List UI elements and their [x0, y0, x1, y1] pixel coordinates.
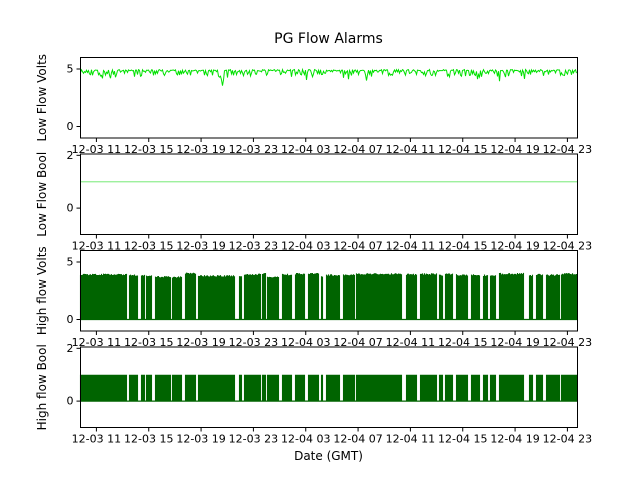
low-flow-volts-xtick-label: 12-03 11 [72, 143, 121, 156]
high-flow-volts-xtick-label: 12-03 11 [72, 336, 121, 349]
low-flow-bool-xtick-label: 12-03 15 [124, 240, 173, 253]
high-flow-bool-xtick-label: 12-03 23 [229, 433, 278, 446]
high-flow-volts-xtick-label: 12-04 11 [386, 336, 435, 349]
high-flow-bool-xtick-label: 12-04 15 [438, 433, 487, 446]
low-flow-bool-xtick-label: 12-03 23 [229, 240, 278, 253]
low-flow-bool-xtick-label: 12-04 07 [333, 240, 382, 253]
low-flow-volts-xtick-label: 12-03 23 [229, 143, 278, 156]
high-flow-volts-xtick-label: 12-03 19 [176, 336, 225, 349]
high-flow-volts-xtick-label: 12-04 07 [333, 336, 382, 349]
low-flow-volts-xtick-label: 12-04 19 [490, 143, 539, 156]
low-flow-volts-xtick-label: 12-04 15 [438, 143, 487, 156]
high-flow-bool-xtick-label: 12-03 11 [72, 433, 121, 446]
high-flow-bool-series [79, 374, 578, 402]
low-flow-volts-xtick-label: 12-03 15 [124, 143, 173, 156]
low-flow-bool-ytick-label: 2 [67, 149, 74, 162]
low-flow-bool-xtick-label: 12-03 11 [72, 240, 121, 253]
chart-title: PG Flow Alarms [274, 31, 383, 47]
low-flow-bool-xtick-label: 12-03 19 [176, 240, 225, 253]
high-flow-bool-xtick-label: 12-04 19 [490, 433, 539, 446]
low-flow-volts-ytick-label: 5 [67, 63, 74, 76]
high-flow-bool-ytick-label: 0 [67, 395, 74, 408]
low-flow-volts-xtick-label: 12-04 07 [333, 143, 382, 156]
high-flow-volts-series [79, 272, 578, 320]
high-flow-volts-xtick-label: 12-04 23 [543, 336, 592, 349]
high-flow-bool-xtick-label: 12-04 03 [281, 433, 330, 446]
high-flow-volts-xtick-label: 12-03 15 [124, 336, 173, 349]
low-flow-bool-xtick-label: 12-04 23 [543, 240, 592, 253]
low-flow-bool-xtick-label: 12-04 11 [386, 240, 435, 253]
high-flow-volts-xtick-label: 12-04 19 [490, 336, 539, 349]
low-flow-bool-xtick-label: 12-04 15 [438, 240, 487, 253]
low-flow-volts-ytick-label: 0 [67, 120, 74, 133]
high-flow-volts-ylabel: High flow Volts [35, 246, 49, 335]
subplot-low-flow-volts-frame [80, 57, 578, 139]
subplot-high-flow-bool-frame [80, 346, 578, 428]
high-flow-bool-xtick-label: 12-04 07 [333, 433, 382, 446]
low-flow-bool-ytick-label: 0 [67, 202, 74, 215]
high-flow-bool-ylabel: High flow Bool [35, 344, 49, 430]
low-flow-bool-ylabel: Low Flow Bool [35, 152, 49, 237]
high-flow-volts-xtick-label: 12-04 03 [281, 336, 330, 349]
x-axis-label: Date (GMT) [294, 449, 363, 463]
low-flow-volts-ylabel: Low Flow Volts [35, 54, 49, 142]
subplot-low-flow-bool-frame [80, 153, 578, 235]
high-flow-bool-xtick-label: 12-04 23 [543, 433, 592, 446]
high-flow-bool-xtick-label: 12-04 11 [386, 433, 435, 446]
high-flow-volts-xtick-label: 12-04 15 [438, 336, 487, 349]
low-flow-bool-xtick-label: 12-04 19 [490, 240, 539, 253]
subplot-high-flow-volts-frame [80, 250, 578, 332]
high-flow-volts-ytick-label: 5 [67, 256, 74, 269]
low-flow-volts-series [80, 67, 577, 86]
low-flow-volts-xtick-label: 12-04 03 [281, 143, 330, 156]
low-flow-bool-xtick-label: 12-04 03 [281, 240, 330, 253]
low-flow-volts-xtick-label: 12-03 19 [176, 143, 225, 156]
high-flow-bool-xtick-label: 12-03 19 [176, 433, 225, 446]
high-flow-bool-xtick-label: 12-03 15 [124, 433, 173, 446]
high-flow-volts-ytick-label: 0 [67, 313, 74, 326]
high-flow-volts-xtick-label: 12-03 23 [229, 336, 278, 349]
high-flow-bool-ytick-label: 2 [67, 342, 74, 355]
low-flow-volts-xtick-label: 12-04 23 [543, 143, 592, 156]
low-flow-volts-xtick-label: 12-04 11 [386, 143, 435, 156]
